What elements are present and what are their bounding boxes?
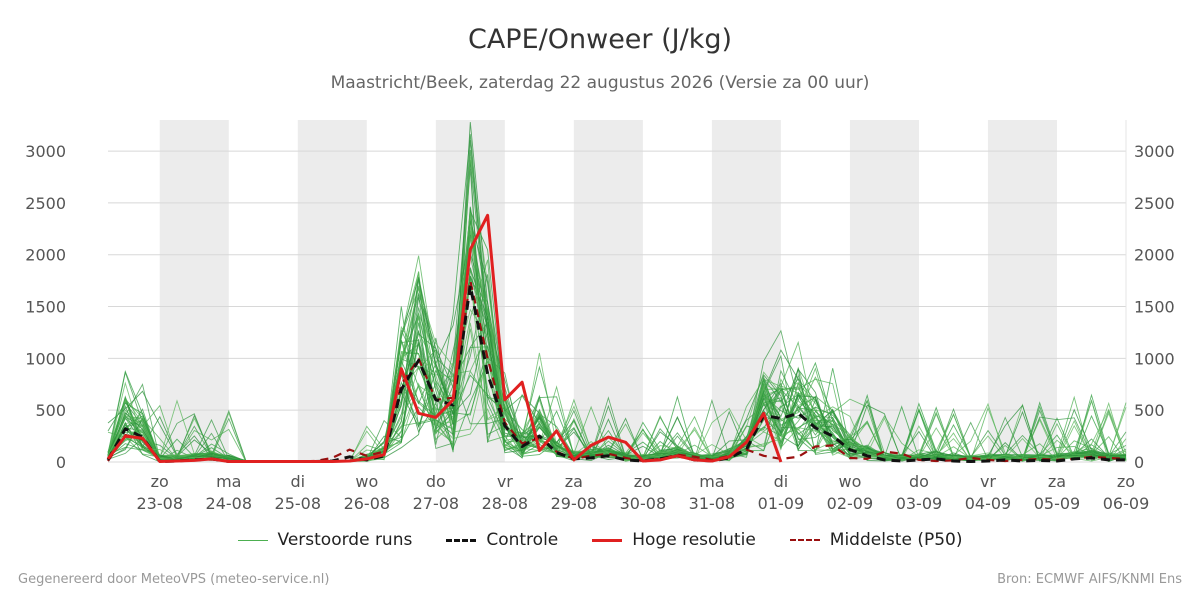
chart-subtitle: Maastricht/Beek, zaterdag 22 augustus 20… (330, 73, 870, 93)
y-tick-left-500: 500 (35, 401, 66, 420)
x-tick-date-14: 06-09 (1103, 494, 1150, 513)
legend-swatch-highres (592, 538, 623, 542)
x-tick-date-7: 30-08 (620, 494, 667, 513)
x-tick-date-10: 02-09 (827, 494, 874, 513)
main-series (106, 213, 1127, 463)
footer-generator: Gegenereerd door MeteoVPS (meteo-service… (18, 572, 330, 587)
legend-swatch-ensemble (237, 539, 268, 541)
y-tick-left-0: 0 (56, 453, 66, 472)
weekend-band-6 (987, 120, 1057, 462)
x-tick-date-11: 03-09 (896, 494, 943, 513)
legend-item-ensemble: Verstoorde runs (237, 530, 413, 550)
x-tick-date-8: 31-08 (689, 494, 736, 513)
x-tick-day-12: vr (980, 472, 996, 491)
legend-item-control: Controle (446, 530, 558, 550)
x-tick-date-2: 25-08 (275, 494, 322, 513)
x-tick-date-1: 24-08 (206, 494, 253, 513)
weekend-band-4 (711, 120, 781, 462)
weekend-band-0 (159, 120, 229, 462)
x-tick-date-13: 05-09 (1034, 494, 1081, 513)
y-tick-right-2500: 2500 (1134, 194, 1175, 213)
gridlines (108, 120, 1127, 463)
x-tick-day-0: zo (151, 472, 169, 491)
x-tick-day-8: ma (699, 472, 724, 491)
x-tick-date-5: 28-08 (482, 494, 529, 513)
legend-item-highres: Hoge resolutie (592, 530, 756, 550)
y-tick-left-2000: 2000 (25, 246, 66, 265)
y-tick-left-1000: 1000 (25, 349, 66, 368)
y-tick-right-1500: 1500 (1134, 298, 1175, 317)
x-tick-day-6: za (565, 472, 583, 491)
x-tick-day-13: za (1048, 472, 1066, 491)
x-axis: zo 23-08 ma 24-08 di 25-08 wo 26-08 do 27-08 vr 28-… (137, 472, 1150, 513)
x-tick-day-4: do (426, 472, 446, 491)
y-tick-right-3000: 3000 (1134, 142, 1175, 161)
x-tick-date-3: 26-08 (344, 494, 391, 513)
x-tick-date-9: 01-09 (758, 494, 805, 513)
x-tick-date-4: 27-08 (413, 494, 460, 513)
x-tick-day-1: ma (216, 472, 241, 491)
x-tick-day-3: wo (355, 472, 378, 491)
y-tick-right-2000: 2000 (1134, 246, 1175, 265)
day-shading (159, 120, 1057, 462)
legend: Verstoorde runs Controle Hoge resolutie … (0, 530, 1200, 550)
legend-swatch-median (789, 539, 820, 541)
legend-label-median: Middelste (P50) (829, 530, 963, 550)
y-axis-left: 0 500 1000 1500 2000 2500 3000 (25, 142, 66, 472)
x-tick-day-9: di (774, 472, 789, 491)
footer-source: Bron: ECMWF AIFS/KNMI Ens (997, 572, 1182, 587)
legend-label-control: Controle (486, 530, 559, 550)
x-tick-day-2: di (290, 472, 305, 491)
x-tick-day-5: vr (497, 472, 513, 491)
legend-label-highres: Hoge resolutie (632, 530, 756, 550)
x-tick-date-0: 23-08 (137, 494, 184, 513)
chart-title: CAPE/Onweer (J/kg) (467, 24, 732, 55)
x-tick-date-6: 29-08 (551, 494, 598, 513)
weekend-band-3 (573, 120, 643, 462)
legend-swatch-control (446, 538, 477, 542)
x-tick-day-10: wo (838, 472, 861, 491)
y-tick-left-3000: 3000 (25, 142, 66, 161)
series-line-hoge-resolutie (106, 213, 783, 463)
x-tick-day-7: zo (634, 472, 652, 491)
y-axis-right: 0 500 1000 1500 2000 2500 3000 (1134, 142, 1175, 472)
x-tick-date-12: 04-09 (965, 494, 1012, 513)
x-tick-day-14: zo (1117, 472, 1135, 491)
y-tick-right-0: 0 (1134, 453, 1144, 472)
y-tick-right-1000: 1000 (1134, 349, 1175, 368)
y-tick-left-1500: 1500 (25, 298, 66, 317)
weekend-band-5 (849, 120, 919, 462)
legend-label-ensemble: Verstoorde runs (277, 530, 413, 550)
legend-item-median: Middelste (P50) (789, 530, 963, 550)
y-tick-left-2500: 2500 (25, 194, 66, 213)
y-tick-right-500: 500 (1134, 401, 1165, 420)
x-tick-day-11: do (909, 472, 929, 491)
weekend-band-1 (297, 120, 367, 462)
